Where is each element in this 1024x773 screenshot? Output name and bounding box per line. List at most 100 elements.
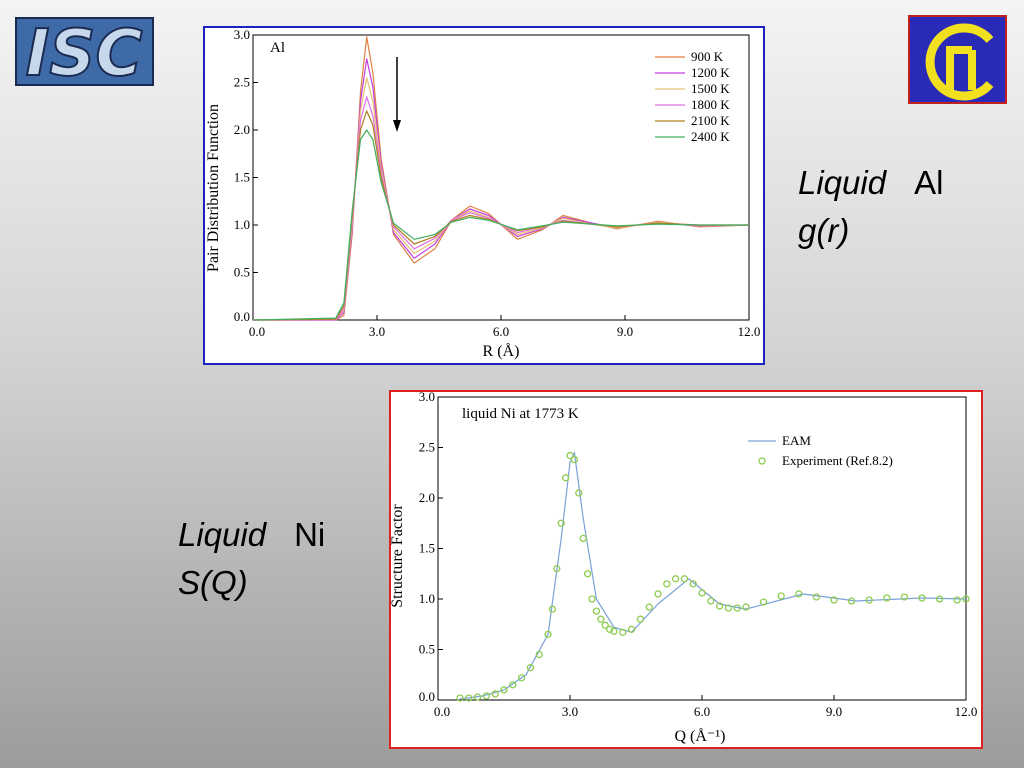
y-tick-label: 0.5	[419, 642, 435, 657]
data-point	[715, 602, 724, 610]
data-point	[627, 625, 636, 633]
data-point	[645, 603, 653, 611]
x-tick-label: 6.0	[694, 704, 710, 719]
y-tick-label: 3.0	[419, 389, 435, 404]
data-point	[610, 627, 618, 635]
annotation: liquid Ni at 1773 K	[462, 406, 579, 422]
data-point	[544, 630, 552, 638]
legend-label: EAM	[782, 433, 811, 448]
data-point	[473, 693, 482, 701]
data-point	[553, 565, 561, 573]
y-tick-label: 0.0	[234, 309, 250, 324]
y-axis-label: Structure Factor	[389, 504, 406, 608]
data-point	[689, 580, 697, 588]
data-point	[575, 489, 583, 497]
data-point	[456, 694, 464, 702]
data-point	[619, 628, 627, 636]
caption-word: Liquid	[798, 164, 888, 201]
logo-text: ISC	[26, 17, 143, 91]
data-line	[252, 129, 749, 321]
caption-line: Liquid Al	[798, 164, 943, 201]
y-tick-label: 1.0	[419, 591, 435, 606]
data-point	[517, 674, 526, 682]
data-point	[742, 603, 750, 611]
x-tick-label: 12.0	[955, 704, 978, 719]
y-tick-label: 2.5	[234, 75, 250, 90]
x-tick-label: 0.0	[434, 704, 450, 719]
x-tick-label: 3.0	[562, 704, 578, 719]
caption-word: Liquid	[178, 516, 268, 553]
y-tick-label: 0.0	[419, 689, 435, 704]
data-point	[795, 590, 803, 598]
y-tick-label: 0.5	[234, 265, 250, 280]
chart: 0.0 0.5 1.0 1.5 2.0 2.5 3.0 0.0 3.0 6.0 9.0 12.0 Q (…	[389, 389, 983, 749]
logo-arc	[925, 23, 994, 101]
isc-logo: ISC	[15, 16, 154, 92]
legend-label: 900 K	[691, 49, 724, 64]
chart-panel	[389, 390, 983, 749]
y-tick-label: 2.5	[419, 440, 435, 455]
data-point	[733, 604, 741, 612]
data-point	[698, 589, 706, 597]
data-point	[509, 681, 517, 689]
logo-arc	[946, 46, 976, 90]
caption-element: Al	[914, 164, 943, 201]
data-point	[601, 621, 609, 629]
y-tick-label: 1.0	[234, 217, 250, 232]
logo-box	[15, 17, 154, 86]
data-point	[918, 594, 926, 602]
data-point	[570, 455, 579, 464]
data-point	[583, 570, 592, 578]
caption-function: g(r)	[798, 212, 849, 249]
data-point	[535, 650, 543, 659]
data-point	[465, 694, 473, 702]
data-point	[579, 534, 587, 543]
data-point	[557, 519, 565, 527]
x-tick-label: 6.0	[493, 324, 509, 339]
legend-label: 1200 K	[691, 65, 730, 80]
data-point	[759, 598, 768, 606]
y-tick-label: 3.0	[234, 27, 250, 42]
y-tick-label: 2.0	[419, 490, 435, 505]
data-point	[847, 597, 856, 605]
data-point	[680, 575, 689, 583]
x-tick-label: 0.0	[249, 324, 265, 339]
data-point	[592, 607, 601, 615]
y-tick-label: 1.5	[234, 170, 250, 185]
data-point	[491, 690, 499, 698]
x-tick-label: 12.0	[738, 324, 761, 339]
x-tick-label: 9.0	[617, 324, 633, 339]
x-axis-label: R (Å)	[483, 342, 520, 360]
data-point	[526, 664, 535, 672]
annotation: Al	[270, 40, 285, 56]
data-point	[605, 625, 614, 633]
data-point	[953, 596, 961, 604]
chart: 0.0 0.5 1.0 1.5 2.0 2.5 3.0 0.0 3.0 6.0 9.0 12.0 R (…	[203, 26, 765, 365]
data-line	[459, 451, 967, 700]
data-point	[663, 580, 671, 588]
data-point	[500, 686, 508, 694]
data-point	[777, 592, 785, 600]
caption-function: S(Q)	[178, 564, 248, 601]
data-point	[561, 474, 570, 482]
data-point	[671, 575, 680, 583]
data-point	[812, 593, 821, 601]
data-point	[883, 594, 891, 602]
data-point	[566, 451, 574, 460]
y-axis-label: Pair Distribution Function	[205, 104, 222, 272]
data-point	[865, 596, 873, 604]
data-point	[588, 595, 596, 603]
arrow-head	[393, 120, 401, 132]
data-point	[962, 595, 970, 603]
x-axis-label: Q (Å⁻¹)	[674, 727, 725, 745]
y-tick-label: 1.5	[419, 541, 435, 556]
data-point	[654, 590, 662, 598]
data-point	[482, 692, 491, 700]
x-tick-label: 3.0	[369, 324, 385, 339]
legend-label: 2100 K	[691, 113, 730, 128]
legend-label: 1800 K	[691, 97, 730, 112]
chart-panel	[203, 26, 765, 365]
legend-marker	[758, 457, 766, 465]
